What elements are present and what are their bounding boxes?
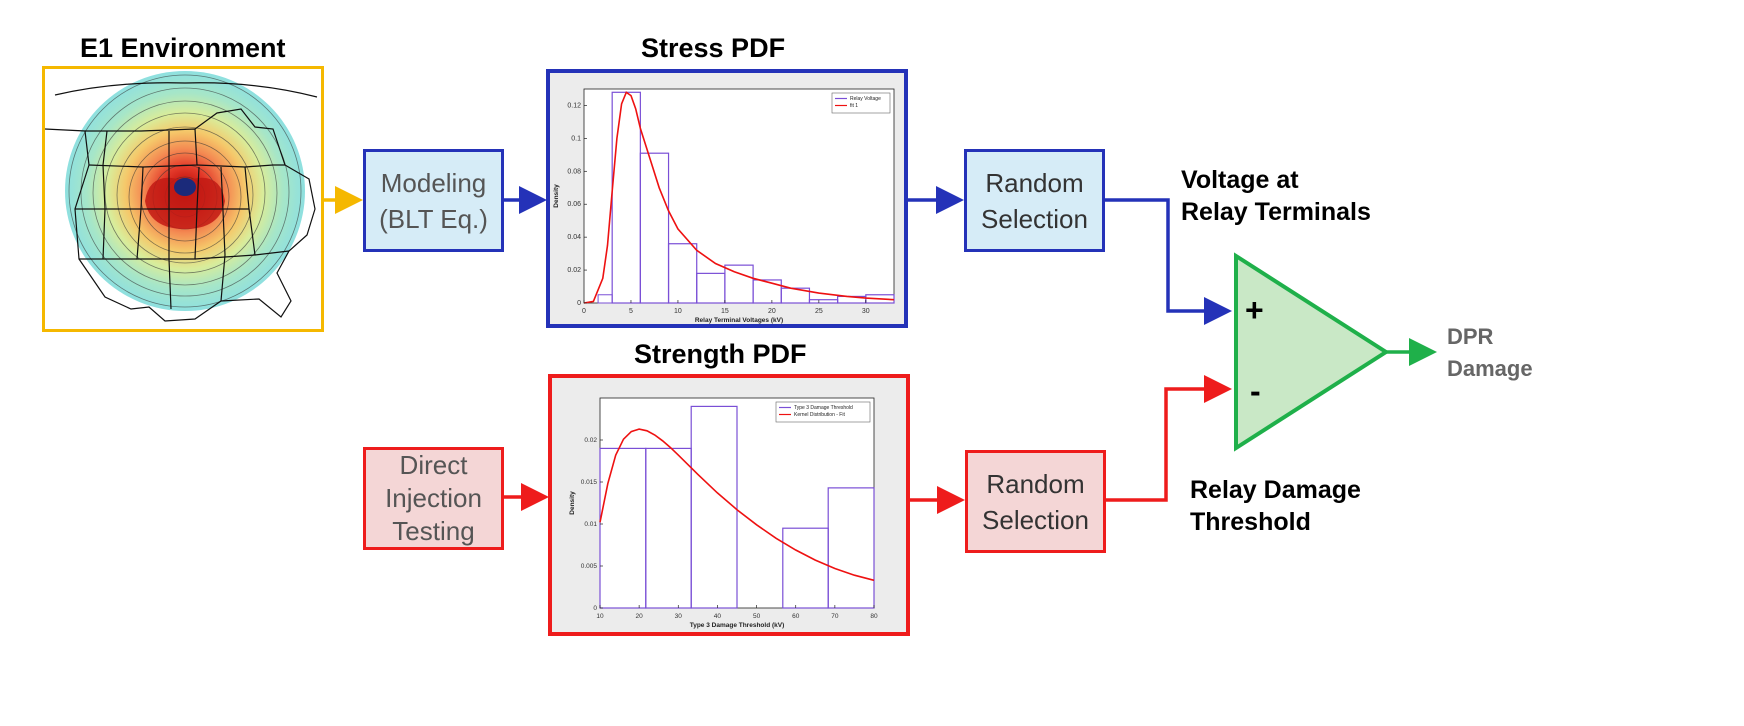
- y-tick-label: 0.02: [584, 437, 597, 444]
- x-tick-label: 5: [629, 308, 633, 315]
- damage-threshold-label: Relay Damage Threshold: [1190, 474, 1361, 538]
- fit-curve: [583, 91, 895, 304]
- stress-pdf-title: Stress PDF: [641, 33, 786, 63]
- x-tick-label: 10: [674, 308, 682, 315]
- modeling-box: Modeling (BLT Eq.): [363, 149, 504, 252]
- x-tick-label: 20: [636, 613, 644, 620]
- legend-box: [775, 401, 871, 423]
- strength-pdf-chart: 10 20 30 40 50 60 70 80 0 0.005 0.01 0.015 0.02 Type …: [569, 397, 878, 629]
- blast-center: [174, 178, 196, 196]
- legend-entry: Relay Voltage: [850, 96, 881, 102]
- output-label: DPR Damage: [1447, 321, 1533, 385]
- x-tick-label: 80: [870, 613, 878, 620]
- x-tick-label: 40: [714, 613, 722, 620]
- histogram-bar: [690, 405, 738, 609]
- voltage-label: Voltage at Relay Terminals: [1181, 164, 1371, 228]
- y-tick-label: 0.04: [567, 234, 581, 241]
- legend-entry: fit 1: [850, 103, 858, 109]
- plus-sign: +: [1245, 292, 1264, 328]
- x-tick-label: 15: [721, 308, 729, 315]
- minus-sign: -: [1250, 373, 1261, 409]
- voltage-label-line1: Voltage at: [1181, 166, 1299, 194]
- y-tick-label: 0.06: [567, 201, 581, 208]
- modeling-label-line1: Modeling: [380, 167, 487, 198]
- y-tick-label: 0.015: [581, 479, 598, 486]
- y-tick-label: 0.02: [567, 267, 581, 274]
- x-tick-label: 70: [831, 613, 839, 620]
- x-tick-label: 30: [862, 308, 870, 315]
- x-tick-label: 10: [596, 613, 604, 620]
- fit-curve: [599, 428, 875, 582]
- histogram-bar: [639, 152, 670, 304]
- voltage-label-line2: Relay Terminals: [1181, 198, 1371, 226]
- y-tick-label: 0.08: [567, 168, 581, 175]
- y-axis-label: Density: [553, 184, 560, 208]
- random-top-line2: Selection: [981, 203, 1088, 234]
- x-tick-label: 20: [768, 308, 776, 315]
- x-tick-label: 25: [815, 308, 823, 315]
- x-axis-label: Relay Terminal Voltages (kV): [695, 317, 783, 324]
- testing-label-line1: Direct: [399, 450, 468, 480]
- y-tick-label: 0: [577, 300, 581, 307]
- histogram-bar: [780, 287, 811, 304]
- histogram-bar: [827, 487, 875, 609]
- legend-entry: Kernel Distribution - Fit: [794, 412, 845, 418]
- testing-label-line3: Testing: [392, 516, 475, 546]
- environment-title: E1 Environment: [80, 33, 286, 63]
- y-axis-label: Density: [569, 491, 576, 515]
- random-top-line1: Random: [985, 167, 1084, 198]
- random-selection-top-box: Random Selection: [964, 149, 1105, 252]
- damage-label-line2: Threshold: [1190, 508, 1311, 536]
- legend-entry: Type 3 Damage Threshold: [794, 405, 853, 411]
- random-bottom-line2: Selection: [982, 504, 1089, 535]
- damage-label-line1: Relay Damage: [1190, 476, 1361, 504]
- stress-pdf-chart: 0 5 10 15 20 25 30 0 0.02 0.04 0.06 0.08 0.1 0.12 Rela…: [553, 88, 895, 324]
- y-tick-label: 0.01: [584, 521, 597, 528]
- x-tick-label: 0: [582, 308, 586, 315]
- x-tick-label: 60: [792, 613, 800, 620]
- x-tick-label: 30: [675, 613, 683, 620]
- comparator-triangle: [1234, 252, 1390, 452]
- x-axis-label: Type 3 Damage Threshold (kV): [690, 622, 785, 629]
- random-selection-bottom-box: Random Selection: [965, 450, 1106, 553]
- y-tick-label: 0: [593, 605, 597, 612]
- modeling-label-line2: (BLT Eq.): [379, 203, 488, 234]
- y-tick-label: 0.12: [567, 102, 581, 109]
- output-label-line1: DPR: [1447, 324, 1494, 349]
- deep-red-lobe: [145, 177, 225, 229]
- arrow-random-to-minus: [1106, 375, 1232, 502]
- y-tick-label: 0.1: [571, 135, 581, 142]
- x-tick-label: 50: [753, 613, 761, 620]
- stress-pdf-panel: 0 5 10 15 20 25 30 0 0.02 0.04 0.06 0.08 0.1 0.12 Rela…: [546, 69, 908, 328]
- plot-area: [583, 88, 895, 304]
- random-bottom-line1: Random: [986, 468, 1085, 499]
- output-label-line2: Damage: [1447, 356, 1533, 381]
- direct-injection-testing-box: Direct Injection Testing: [363, 447, 504, 550]
- strength-pdf-title: Strength PDF: [634, 339, 807, 369]
- arrow-random-to-plus: [1105, 198, 1232, 325]
- e1-environment-map: [42, 66, 324, 332]
- testing-label-line2: Injection: [385, 483, 482, 513]
- strength-pdf-panel: 10 20 30 40 50 60 70 80 0 0.005 0.01 0.015 0.02 Type …: [548, 374, 910, 636]
- y-tick-label: 0.005: [581, 563, 598, 570]
